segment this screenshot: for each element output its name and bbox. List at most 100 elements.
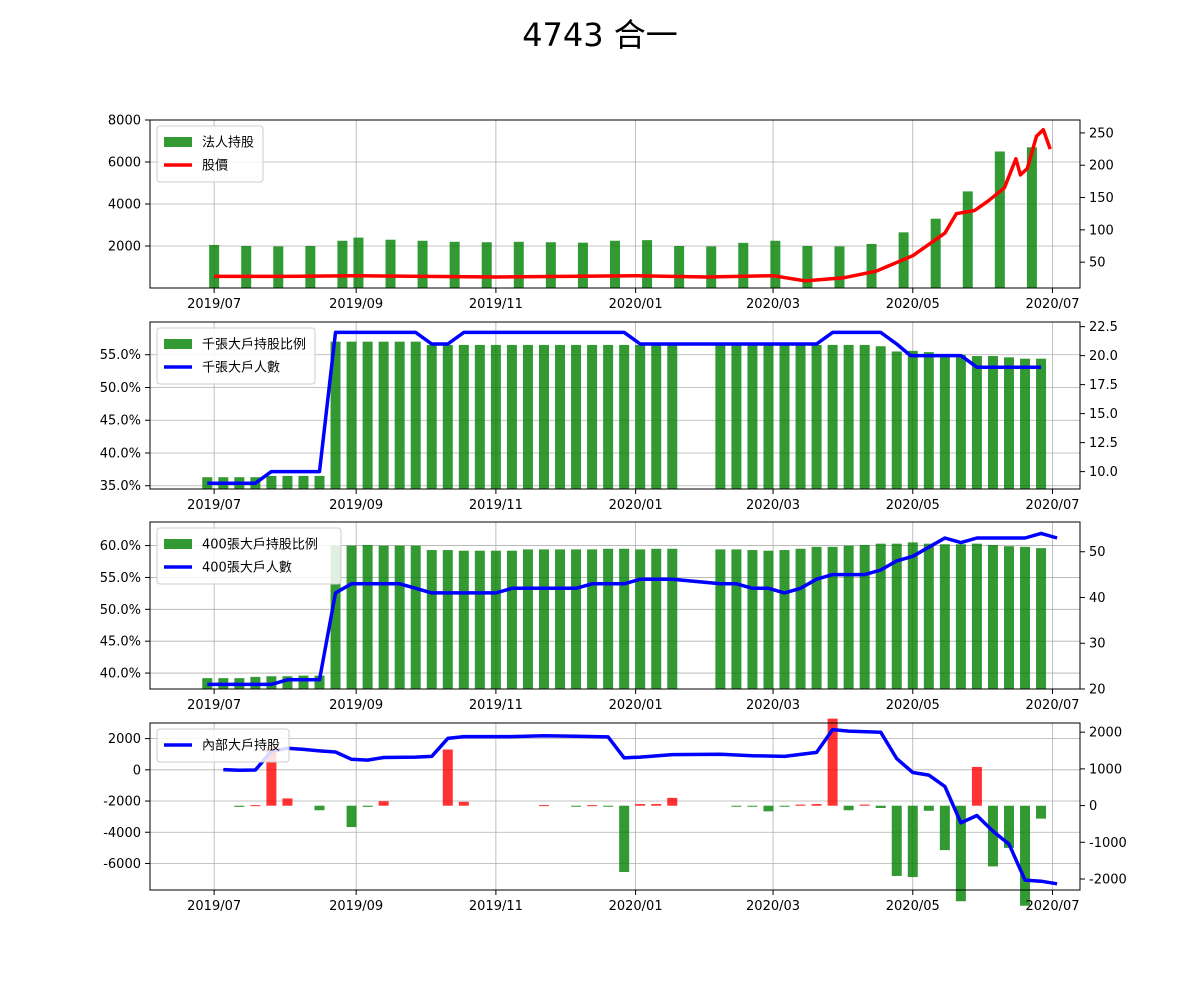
plot-frame — [149, 321, 1081, 490]
y-left-tick-label: 60.0% — [100, 539, 141, 554]
y-right-tick-label: 1000 — [1089, 762, 1122, 777]
bar — [763, 805, 774, 812]
bar — [506, 550, 517, 689]
bar — [538, 344, 549, 489]
bar — [603, 548, 614, 689]
bar — [603, 344, 614, 489]
y-left-tick-label: 45.0% — [100, 414, 141, 429]
bar — [635, 549, 646, 689]
chart-panel-1: 2019/07 2019/09 2019/11 2020/01 2020/03 2020/… — [108, 114, 1114, 313]
bar — [642, 240, 653, 288]
bar — [346, 805, 357, 828]
bar — [298, 675, 309, 689]
y-left-tick-label: 45.0% — [100, 635, 141, 650]
legend-label: 法人持股 — [202, 136, 254, 151]
bar — [603, 805, 614, 807]
bar — [481, 242, 492, 288]
bar — [426, 550, 437, 689]
legend-label: 400張大戶人數 — [202, 561, 292, 576]
bar — [1003, 805, 1014, 848]
bar — [731, 344, 742, 489]
bar — [962, 191, 973, 288]
bar — [859, 544, 870, 689]
bar — [635, 804, 646, 806]
x-tick-label: 2019/07 — [187, 297, 241, 312]
bar — [394, 341, 405, 489]
y-right-tick-label: 100 — [1089, 223, 1114, 238]
bar — [939, 805, 950, 851]
bar — [209, 244, 220, 288]
bar — [346, 545, 357, 689]
y-left-tick-label: 2000 — [108, 732, 141, 747]
y-right-tick-label: -1000 — [1089, 836, 1127, 851]
bar — [1036, 805, 1047, 819]
y-right-tick-label: 0 — [1089, 799, 1097, 814]
bar — [426, 344, 437, 489]
bar — [442, 749, 453, 806]
x-tick-label: 2020/05 — [886, 698, 940, 713]
y-right-tick-label: 15.0 — [1089, 407, 1118, 422]
x-tick-label: 2020/07 — [1026, 899, 1080, 914]
bar — [1036, 358, 1047, 489]
legend-label: 千張大戶持股比例 — [202, 338, 306, 353]
series-line — [214, 127, 1052, 283]
x-tick-label: 2020/07 — [1026, 498, 1080, 513]
bar — [1026, 147, 1037, 288]
bar — [667, 797, 678, 806]
bar — [994, 151, 1005, 288]
y-left-tick-label: 50.0% — [100, 381, 141, 396]
bar — [779, 805, 790, 807]
bar — [667, 548, 678, 689]
x-tick-label: 2019/09 — [329, 498, 383, 513]
bar — [770, 240, 781, 288]
bar — [490, 344, 501, 489]
bar — [747, 805, 758, 807]
y-left-tick-label: 0 — [133, 763, 141, 778]
bar — [266, 475, 277, 489]
bar — [305, 246, 316, 288]
y-left-tick-label: -4000 — [103, 826, 141, 841]
bar — [346, 341, 357, 489]
bar — [314, 675, 325, 689]
y-right-tick-label: 20 — [1089, 683, 1106, 698]
chart-panel-3: 2019/07 2019/09 2019/11 2020/01 2020/03 2020/… — [100, 521, 1106, 713]
x-tick-label: 2020/07 — [1026, 297, 1080, 312]
bar — [795, 804, 806, 806]
bar — [474, 344, 485, 489]
legend-box — [156, 728, 290, 763]
bar — [763, 344, 774, 489]
bar — [891, 351, 902, 489]
chart-panel-2: 2019/07 2019/09 2019/11 2020/01 2020/03 2020/… — [100, 320, 1118, 513]
bar — [410, 341, 421, 489]
bar — [314, 805, 325, 811]
bar — [747, 550, 758, 689]
bar — [1003, 357, 1014, 489]
bar — [571, 344, 582, 489]
x-tick-label: 2019/11 — [469, 498, 523, 513]
x-tick-label: 2020/01 — [609, 498, 663, 513]
bar — [779, 344, 790, 489]
chart-panel-4: 2019/07 2019/09 2019/11 2020/01 2020/03 2020/… — [103, 718, 1127, 914]
legend-swatch-bar — [164, 137, 192, 147]
x-tick-label: 2020/03 — [746, 899, 800, 914]
bar — [458, 344, 469, 489]
bar — [555, 549, 566, 689]
bar — [795, 344, 806, 489]
x-tick-label: 2019/09 — [329, 899, 383, 914]
bar — [939, 354, 950, 489]
y-left-tick-label: 50.0% — [100, 603, 141, 618]
bar — [875, 346, 886, 489]
bar — [667, 344, 678, 489]
bar — [834, 246, 845, 288]
series-line — [207, 330, 1042, 485]
x-tick-label: 2020/05 — [886, 899, 940, 914]
y-left-tick-label: 40.0% — [100, 446, 141, 461]
bar — [907, 350, 918, 489]
bar — [738, 242, 749, 288]
legend-label: 內部大戶持股 — [202, 739, 280, 754]
bar — [843, 545, 854, 689]
bar — [827, 718, 838, 806]
y-right-tick-label: 2000 — [1089, 726, 1122, 741]
bar — [314, 475, 325, 489]
bar — [715, 344, 726, 489]
